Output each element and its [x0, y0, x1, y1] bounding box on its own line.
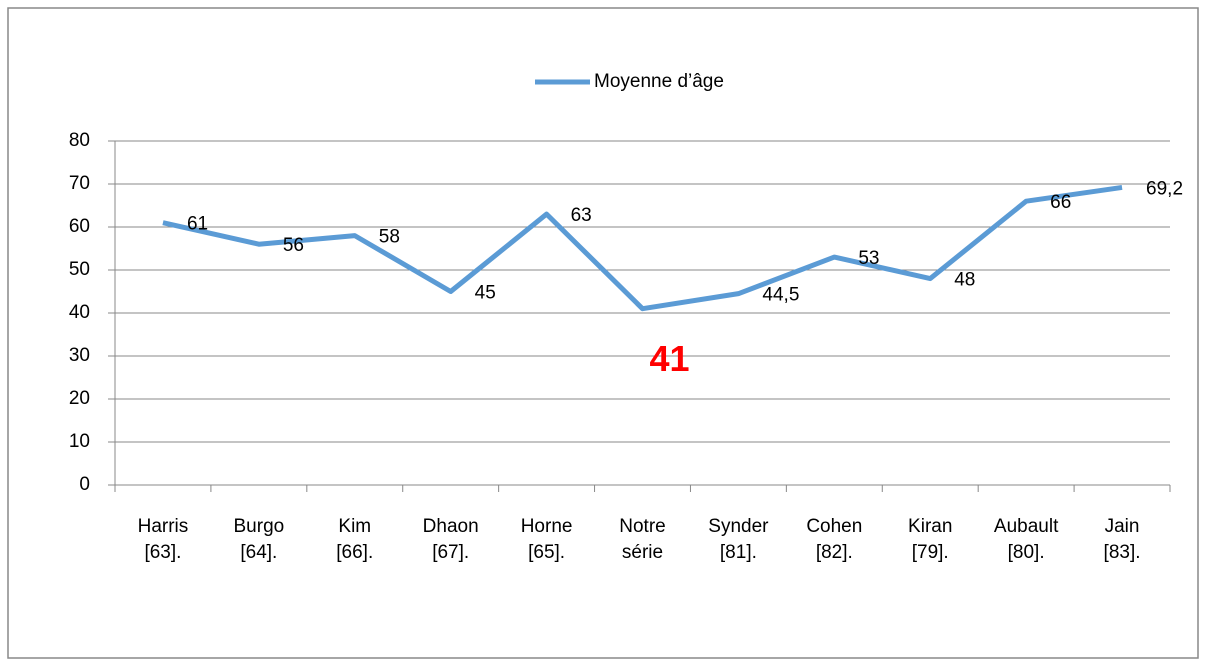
data-label: 45 — [475, 283, 496, 304]
x-tick-label: Cohen [82]. — [806, 516, 862, 563]
y-tick-label: 40 — [69, 302, 90, 323]
x-tick-label-line: Cohen — [806, 516, 862, 537]
data-label: 69,2 — [1146, 178, 1183, 199]
legend-label: Moyenne d’âge — [594, 71, 724, 92]
x-tick-label-line: Horne — [521, 516, 573, 537]
data-label: 56 — [283, 235, 304, 256]
y-tick-label: 50 — [69, 259, 90, 280]
x-tick-label: Horne [65]. — [521, 516, 573, 563]
data-label: 66 — [1050, 192, 1071, 213]
data-label: 53 — [858, 248, 879, 269]
x-tick-label: Kiran [79]. — [908, 516, 952, 563]
x-tick-label-line: Notre — [619, 516, 665, 537]
x-tick-label-line: [79]. — [912, 542, 949, 563]
y-tick-label: 20 — [69, 388, 90, 409]
x-tick-label-line: Dhaon — [423, 516, 479, 537]
x-tick-label: Kim [66]. — [336, 516, 373, 563]
x-tick-label-line: [83]. — [1104, 542, 1141, 563]
x-tick-label-line: [65]. — [528, 542, 565, 563]
x-tick-label-line: Kim — [338, 516, 371, 537]
y-tick-label: 10 — [69, 431, 90, 452]
x-tick-label-line: [64]. — [240, 542, 277, 563]
y-tick-label: 80 — [69, 130, 90, 151]
x-tick-label: Synder [81]. — [708, 516, 769, 563]
x-tick-label-line: [80]. — [1008, 542, 1045, 563]
x-tick-label-line: [67]. — [432, 542, 469, 563]
x-tick-label-line: Synder — [708, 516, 769, 537]
x-tick-label-line: série — [622, 542, 663, 563]
chart-border — [7, 7, 1199, 659]
x-tick-label-line: [66]. — [336, 542, 373, 563]
line-series — [162, 184, 1123, 312]
data-label: 44,5 — [762, 285, 799, 306]
x-tick-label-line: Harris — [138, 516, 189, 537]
x-tick-label: Harris [63]. — [138, 516, 189, 563]
x-tick-label-line: Jain — [1105, 516, 1140, 537]
y-tick-label: 60 — [69, 216, 90, 237]
data-label: 63 — [571, 205, 592, 226]
x-tick-label-line: [82]. — [816, 542, 853, 563]
x-tick-label: Dhaon [67]. — [423, 516, 479, 563]
y-tick-label: 0 — [79, 474, 90, 495]
y-tick-label: 30 — [69, 345, 90, 366]
data-label: 61 — [187, 214, 208, 235]
x-tick-label-line: Aubault — [994, 516, 1059, 537]
x-tick-label-line: [81]. — [720, 542, 757, 563]
x-tick-label-line: Kiran — [908, 516, 952, 537]
x-tick-label: Notre série — [619, 516, 665, 563]
data-label: 41 — [649, 338, 689, 379]
x-tick-label: Burgo [64]. — [234, 516, 285, 563]
data-label: 48 — [954, 270, 975, 291]
x-tick-label: Jain [83]. — [1104, 516, 1141, 563]
y-tick-label: 70 — [69, 173, 90, 194]
x-tick-label-line: [63]. — [144, 542, 181, 563]
data-label: 58 — [379, 227, 400, 248]
x-tick-label: Aubault [80]. — [994, 516, 1059, 563]
x-tick-label-line: Burgo — [234, 516, 285, 537]
